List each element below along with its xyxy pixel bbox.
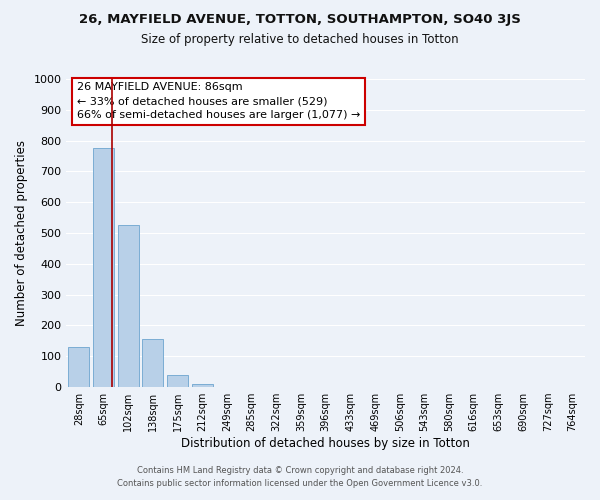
Bar <box>68 347 89 387</box>
Bar <box>192 384 213 387</box>
Text: Size of property relative to detached houses in Totton: Size of property relative to detached ho… <box>141 32 459 46</box>
Text: Contains HM Land Registry data © Crown copyright and database right 2024.
Contai: Contains HM Land Registry data © Crown c… <box>118 466 482 487</box>
Bar <box>142 340 163 387</box>
Bar <box>118 226 139 387</box>
Bar <box>167 375 188 387</box>
Bar <box>93 148 114 387</box>
Text: 26 MAYFIELD AVENUE: 86sqm
← 33% of detached houses are smaller (529)
66% of semi: 26 MAYFIELD AVENUE: 86sqm ← 33% of detac… <box>77 82 360 120</box>
Y-axis label: Number of detached properties: Number of detached properties <box>15 140 28 326</box>
X-axis label: Distribution of detached houses by size in Totton: Distribution of detached houses by size … <box>181 437 470 450</box>
Text: 26, MAYFIELD AVENUE, TOTTON, SOUTHAMPTON, SO40 3JS: 26, MAYFIELD AVENUE, TOTTON, SOUTHAMPTON… <box>79 12 521 26</box>
